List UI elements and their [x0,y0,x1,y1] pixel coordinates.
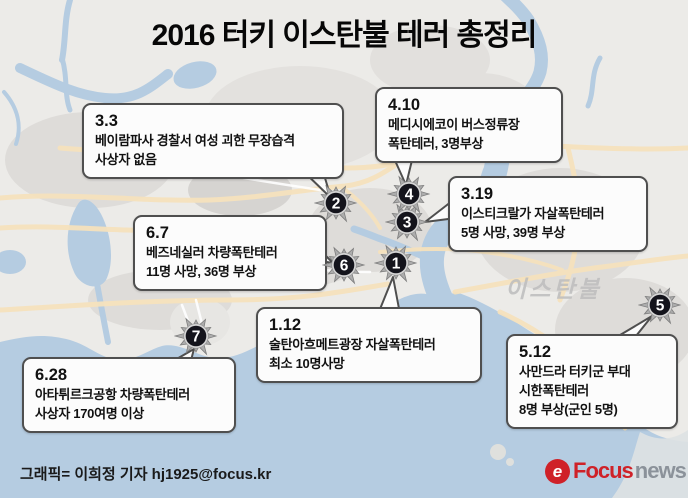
incident-line: 최소 10명사망 [269,356,345,371]
incident-line: 시한폭탄테러 [519,383,589,398]
incident-date: 3.3 [95,112,118,130]
blast-marker-1: 1 [374,244,418,283]
incident-line: 이스티크랄가 자살폭탄테러 [461,206,605,221]
incident-line: 베이람파사 경찰서 여성 괴한 무장습격 [95,133,295,148]
logo-suffix-text: news [634,458,687,483]
marker-number: 7 [192,329,201,346]
incident-line: 베즈네실러 차량폭탄테러 [146,245,278,260]
incident-callout: 3.19 이스티크랄가 자살폭탄테러 5명 사망, 39명 부상 [448,176,648,252]
blast-marker-7: 7 [174,317,218,356]
blast-marker-3: 3 [385,203,429,242]
incident-date: 1.12 [269,316,302,334]
focus-swirl-icon: e [545,458,570,484]
incident-date: 3.19 [461,185,494,203]
incident-line: 사상자 없음 [95,152,157,167]
incident-line: 아타튀르크공항 차량폭탄테러 [35,387,190,402]
focus-news-logo: e Focus news [545,458,687,484]
incident-line: 5명 사망, 39명 부상 [461,225,565,240]
incident-date: 6.7 [146,224,169,242]
blast-marker-5: 5 [638,286,682,325]
incident-line: 메디시에코이 버스정류장 [388,117,520,132]
marker-number: 4 [405,187,414,204]
incident-line: 술탄아흐메트광장 자살폭탄테러 [269,337,436,352]
page-title: 2016 터키 이스탄불 테러 총정리 [151,19,538,52]
incident-line: 폭탄테러, 3명부상 [388,136,484,151]
incident-date: 5.12 [519,343,552,361]
lake [67,199,112,287]
logo-brand-text: Focus [573,458,634,483]
blast-marker-6: 6 [322,246,366,285]
incident-line: 8명 부상(군인 5명) [519,402,618,417]
marker-number: 1 [392,256,401,273]
reservoirs [2,0,603,345]
incident-date: 4.10 [388,96,421,114]
incident-line: 사만드라 터키군 부대 [519,364,631,379]
credit-line: 그래픽= 이희정 기자 hj1925@focus.kr [20,466,272,483]
blast-marker-4: 4 [387,175,431,214]
incident-date: 6.28 [35,366,68,384]
marker-number: 6 [340,258,349,275]
incident-line: 11명 사망, 36명 부상 [146,264,257,279]
map-region-label: 이스탄불 [505,276,602,302]
blast-marker-2: 2 [314,184,358,223]
marker-number: 3 [403,215,412,232]
marker-number: 5 [656,298,665,315]
marker-number: 2 [332,196,341,213]
incident-line: 사상자 170여명 이상 [35,406,145,421]
incident-callout: 6.7 베즈네실러 차량폭탄테러 11명 사망, 36명 부상 [133,215,327,291]
